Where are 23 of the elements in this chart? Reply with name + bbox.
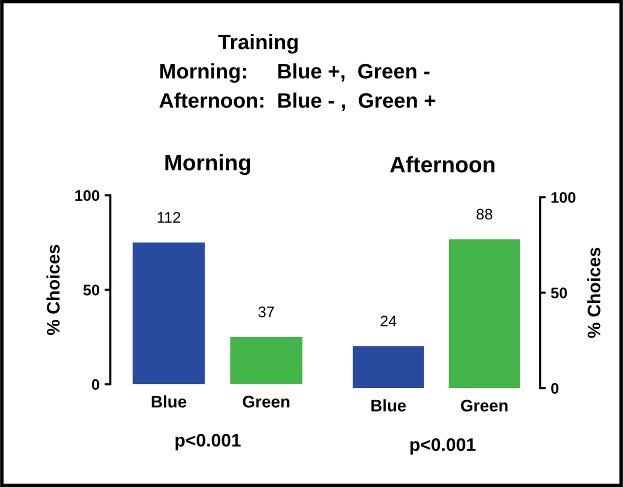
y-axis-title: % Choices xyxy=(587,248,600,338)
text: p<0.001 xyxy=(410,438,476,455)
text: p<0.001 xyxy=(176,434,241,450)
x-tick-label: Green xyxy=(461,400,508,412)
y-tick-label: 50 xyxy=(551,288,567,298)
annotation: 112 xyxy=(158,212,180,223)
y-tick-label: 0 xyxy=(92,379,100,390)
chart-title: Morning xyxy=(165,154,250,175)
y-tick-label: 0 xyxy=(551,383,558,394)
text: Afternoon: Blue - , Green + xyxy=(159,92,436,111)
text: Training xyxy=(218,34,298,54)
x-tick-label: Green xyxy=(242,396,290,408)
annotation: 24 xyxy=(380,316,396,326)
chart-title: Afternoon xyxy=(390,156,494,172)
text: Morning: Blue +, Green - xyxy=(160,63,430,83)
annotation: 37 xyxy=(258,306,274,318)
y-tick-label: 50 xyxy=(83,284,100,296)
x-tick-label: Blue xyxy=(371,399,406,412)
y-axis-title: % Choices xyxy=(46,244,60,335)
y-tick-label: 100 xyxy=(552,192,576,203)
annotation: 88 xyxy=(476,208,492,220)
y-tick-label: 100 xyxy=(75,190,100,201)
x-tick-label: Blue xyxy=(152,395,186,408)
